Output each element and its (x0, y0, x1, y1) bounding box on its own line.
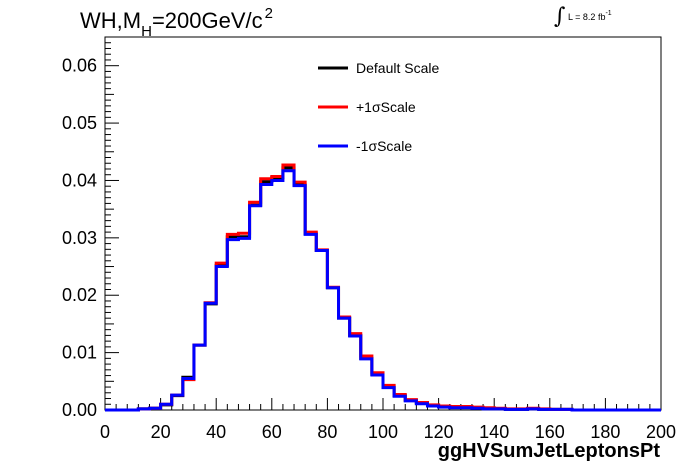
x-tick-label: 0 (100, 422, 110, 442)
series-layer (105, 163, 661, 412)
luminosity-superscript: -1 (605, 10, 612, 17)
title-suffix: =200GeV/c (151, 8, 263, 33)
y-tick-label: 0.02 (62, 285, 97, 305)
y-tick-label: 0.05 (62, 113, 97, 133)
x-tick-label: 140 (479, 422, 509, 442)
x-tick-label: 200 (646, 422, 676, 442)
x-tick-label: 100 (368, 422, 398, 442)
integral-symbol: ∫ (554, 4, 566, 29)
x-tick-label: 120 (424, 422, 454, 442)
x-tick-label: 160 (535, 422, 565, 442)
legend-label: Default Scale (356, 60, 439, 76)
legend-label: +1σScale (356, 99, 416, 115)
title-subscript: H (141, 23, 152, 40)
x-axis: 0 20 40 60 80 100 120 140 160 180 200 (100, 398, 676, 442)
series-line-2 (105, 169, 661, 412)
y-tick-label: 0.03 (62, 228, 97, 248)
x-axis-label: ggHVSumJetLeptonsPt (437, 440, 660, 462)
x-tick-label: 60 (262, 422, 282, 442)
x-tick-label: 80 (317, 422, 337, 442)
x-tick-label: 20 (151, 422, 171, 442)
legend-label: -1σScale (356, 138, 412, 154)
chart-title: WH,MH=200GeV/c 2 (80, 5, 273, 40)
y-tick-label: 0.04 (62, 170, 97, 190)
series-line-1 (105, 163, 661, 412)
plot-frame (104, 36, 662, 411)
y-tick-label: 0.01 (62, 343, 97, 363)
y-tick-label: 0.00 (62, 400, 97, 420)
y-tick-label: 0.06 (62, 56, 97, 76)
x-tick-label: 180 (590, 422, 620, 442)
title-superscript: 2 (264, 5, 273, 22)
legend: Default Scale +1σScale -1σScale (318, 60, 439, 154)
luminosity-label: ∫ L = 8.2 fb-1 (554, 4, 612, 29)
luminosity-text: L = 8.2 fb (568, 12, 606, 22)
x-tick-label: 40 (206, 422, 226, 442)
title-prefix: WH,M (80, 8, 142, 33)
y-axis: 0.00 0.01 0.02 0.03 0.04 0.05 0.06 (62, 36, 119, 420)
